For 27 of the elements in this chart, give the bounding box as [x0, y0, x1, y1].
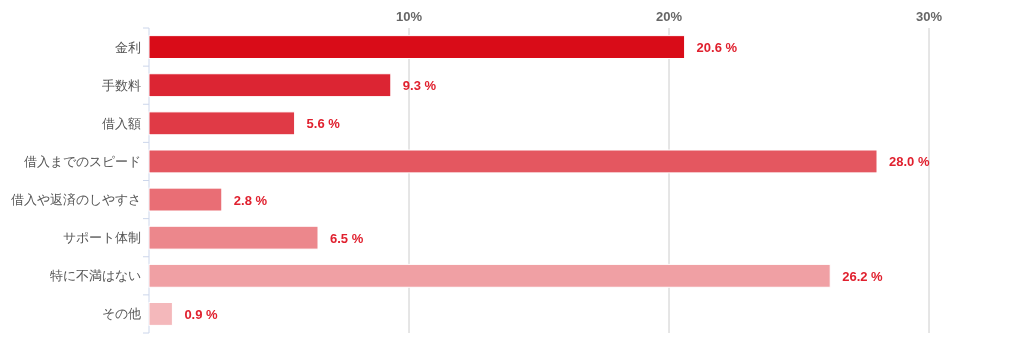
bar: [148, 302, 173, 326]
bar: [148, 35, 686, 59]
data-label: 26.2 %: [842, 268, 884, 284]
y-tick-label: 借入までのスピード: [24, 153, 141, 169]
y-tick-label: サポート体制: [63, 230, 141, 246]
bar: [148, 225, 319, 250]
data-label: 20.6 %: [696, 40, 738, 56]
data-label: 5.6 %: [306, 116, 341, 132]
y-tick-label: 金利: [115, 39, 141, 55]
data-label: 0.9 %: [184, 306, 219, 322]
bar: [148, 111, 296, 136]
bar: [148, 187, 223, 212]
data-label: 28.0 %: [889, 154, 930, 170]
data-label: 2.8 %: [233, 192, 268, 208]
y-tick-label: 借入や返済のしやすさ: [11, 192, 141, 208]
y-tick-label: その他: [102, 306, 141, 322]
y-tick-label: 手数料: [102, 77, 141, 93]
bar: [148, 73, 392, 98]
x-tick-label: 20%: [655, 9, 683, 24]
y-tick-label: 借入額: [102, 115, 141, 131]
x-tick-label: 10%: [395, 9, 423, 24]
bar: [148, 149, 878, 174]
x-tick-label: 30%: [915, 9, 943, 24]
data-label: 6.5 %: [330, 230, 364, 246]
bar: [148, 263, 831, 288]
data-label: 9.3 %: [402, 78, 437, 94]
y-tick-label: 特に不満はない: [50, 268, 141, 284]
